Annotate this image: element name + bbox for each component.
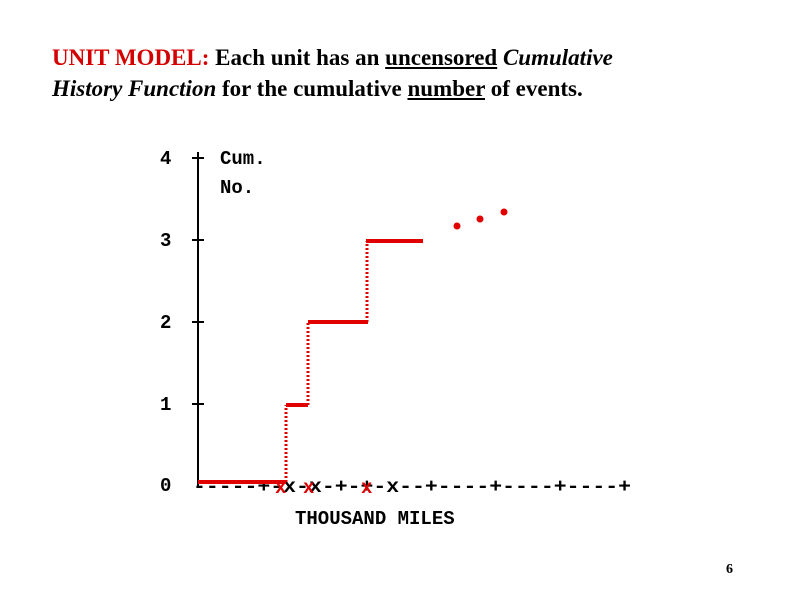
number-text: number <box>407 76 485 101</box>
x-axis-label: THOUSAND MILES <box>295 508 455 530</box>
continuation-dot-1 <box>453 222 461 230</box>
x-axis-text: -----+-x-x-+-+-x--+----+----+----+ <box>193 476 631 498</box>
y-tick-label-1: 1 <box>160 394 171 416</box>
history-function-text: History Function <box>52 76 217 101</box>
model-label: UNIT MODEL: <box>52 45 210 70</box>
page-number: 6 <box>726 562 733 577</box>
title-text-3: of events. <box>485 76 583 101</box>
continuation-dot-3 <box>500 208 508 216</box>
y-tick-label-2: 2 <box>160 312 171 334</box>
y-axis-label-line1: Cum. <box>220 148 266 170</box>
cumulative-text: Cumulative <box>502 45 613 70</box>
slide-title: UNIT MODEL: Each unit has an uncensored … <box>52 42 772 104</box>
uncensored-text: uncensored <box>385 45 498 70</box>
event-marker-1: x <box>275 477 286 499</box>
title-text-1: Each unit has an <box>209 45 386 70</box>
event-markers: x x x <box>275 477 372 499</box>
title-text-2: for the cumulative <box>216 76 408 101</box>
continuation-dot-2 <box>476 215 484 223</box>
continuation-dots <box>453 208 508 230</box>
y-axis-label-line2: No. <box>220 177 254 199</box>
event-marker-3: x <box>361 477 372 499</box>
y-tick-label-0: 0 <box>160 475 171 497</box>
event-marker-2: x <box>303 477 314 499</box>
y-tick-label-3: 3 <box>160 230 171 252</box>
step-function <box>198 239 423 484</box>
y-tick-label-4: 4 <box>160 148 171 170</box>
